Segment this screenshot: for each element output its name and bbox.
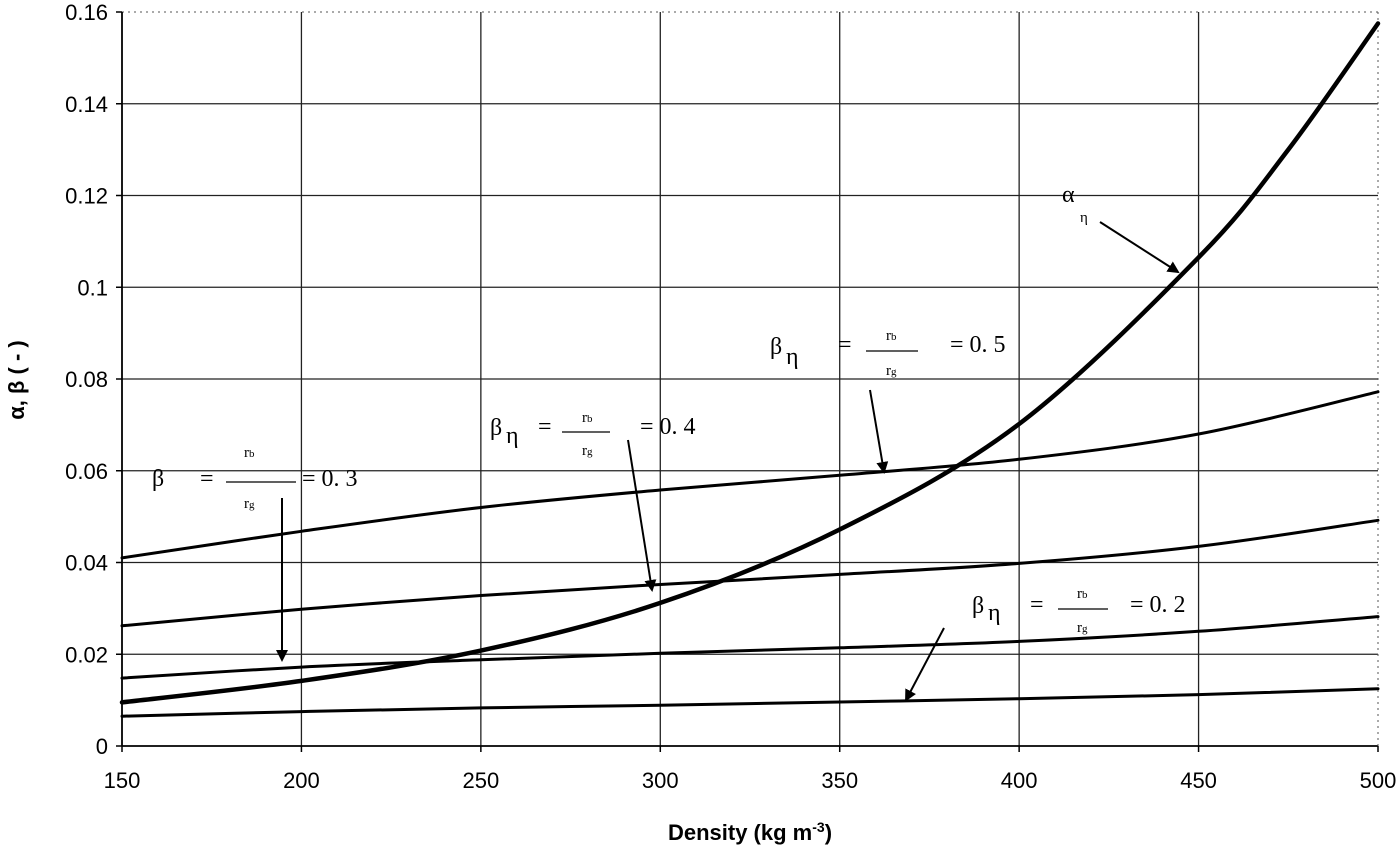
annotation-beta-04: β η = rb rg = 0. 4 <box>490 410 696 592</box>
annotation-beta-03-symbol: β <box>152 466 164 492</box>
annotation-beta-04-symbol: β <box>490 415 502 441</box>
annotation-beta-05-den-r: r <box>886 363 891 379</box>
annotation-beta-03-num-r: r <box>244 445 249 461</box>
annotation-beta-05-num: rb <box>886 328 897 344</box>
annotation-beta-02-value: = 0. 2 <box>1130 592 1186 618</box>
series-lines <box>119 21 1381 718</box>
x-axis-title-sup: -3 <box>812 819 825 835</box>
series-line-beta_0.4 <box>120 518 1380 628</box>
annotation-beta-04-num-r: r <box>582 410 587 426</box>
annotation-beta-02-subscript: η <box>988 600 1001 626</box>
series-line-beta_0.5 <box>120 390 1380 560</box>
x-tick-label-250: 250 <box>462 768 499 793</box>
axes <box>116 11 1379 752</box>
annotation-beta-02-eq: = <box>1030 592 1044 618</box>
annotation-beta-04-subscript: η <box>506 423 519 449</box>
annotation-beta-05-subscript: η <box>786 344 799 370</box>
x-axis-title: Density (kg m-3) <box>668 819 832 845</box>
x-tick-label-350: 350 <box>821 768 858 793</box>
tick-labels: 150 200 250 300 350 400 450 500 0 0.02 0.04 0.06 0.0… <box>65 0 1396 793</box>
annotation-beta-04-eq: = <box>538 414 552 440</box>
x-tick-label-300: 300 <box>642 768 679 793</box>
y-tick-label-0.02: 0.02 <box>65 642 108 667</box>
y-tick-label-0.12: 0.12 <box>65 184 108 209</box>
annotation-beta-02-arrow <box>905 627 945 702</box>
annotation-beta-03: β = rb rg = 0. 3 <box>152 445 358 662</box>
annotation-beta-02-den-r: r <box>1077 620 1082 636</box>
annotation-beta-03-num-sub: b <box>249 448 255 460</box>
annotation-alpha: α η <box>1062 182 1180 274</box>
annotation-beta-02-den: rg <box>1077 620 1088 636</box>
annotation-beta-04-num: rb <box>582 410 593 426</box>
annotation-alpha-symbol: α <box>1062 182 1075 208</box>
annotation-beta-05-symbol: β <box>770 334 782 360</box>
annotation-beta-04-num-sub: b <box>587 413 593 425</box>
annotation-beta-03-value: = 0. 3 <box>302 466 358 492</box>
annotation-beta-04-value: = 0. 4 <box>640 414 696 440</box>
y-tick-label-0.1: 0.1 <box>77 275 108 300</box>
annotation-beta-04-arrow <box>627 439 657 592</box>
series-line-alpha <box>119 21 1381 705</box>
annotation-beta-04-den-r: r <box>582 443 587 459</box>
gridlines <box>122 11 1378 746</box>
annotation-beta-05-num-sub: b <box>891 331 897 343</box>
annotation-alpha-arrow <box>1099 221 1180 274</box>
series-line-beta_0.2 <box>120 687 1380 718</box>
annotation-beta-05-arrow <box>869 389 889 474</box>
annotation-beta-02-den-sub: g <box>1082 623 1088 635</box>
annotation-beta-02-num-sub: b <box>1082 589 1088 601</box>
annotation-beta-05-den: rg <box>886 363 897 379</box>
annotation-beta-02-num: rb <box>1077 586 1088 602</box>
y-tick-label-0.16: 0.16 <box>65 0 108 25</box>
annotation-beta-05-value: = 0. 5 <box>950 332 1006 358</box>
annotation-beta-03-den: rg <box>244 496 255 512</box>
x-tick-label-150: 150 <box>104 768 141 793</box>
annotation-beta-02: β η = rb rg = 0. 2 <box>905 586 1186 702</box>
y-tick-label-0.04: 0.04 <box>65 551 108 576</box>
annotation-beta-03-eq: = <box>200 466 214 492</box>
y-tick-label-0.14: 0.14 <box>65 92 108 117</box>
annotation-beta-03-den-r: r <box>244 496 249 512</box>
x-tick-label-400: 400 <box>1001 768 1038 793</box>
x-axis-title-main: Density (kg m <box>668 820 812 845</box>
annotation-beta-02-symbol: β <box>972 593 984 619</box>
x-axis-title-end: ) <box>825 820 832 845</box>
annotation-beta-05-eq: = <box>838 332 852 358</box>
annotation-beta-03-num: rb <box>244 445 255 461</box>
y-tick-label-0.08: 0.08 <box>65 367 108 392</box>
annotation-beta-02-num-r: r <box>1077 586 1082 602</box>
annotation-beta-05: β η = rb rg = 0. 5 <box>770 328 1006 474</box>
x-tick-label-450: 450 <box>1180 768 1217 793</box>
series-line-beta_0.3 <box>120 615 1380 680</box>
y-tick-label-0: 0 <box>96 734 108 759</box>
x-tick-label-200: 200 <box>283 768 320 793</box>
annotation-beta-05-den-sub: g <box>891 366 897 378</box>
annotation-alpha-subscript: η <box>1080 210 1088 226</box>
y-axis-title: α, β ( - ) <box>4 340 29 420</box>
annotation-beta-05-num-r: r <box>886 328 891 344</box>
annotation-beta-04-den: rg <box>582 443 593 459</box>
y-tick-label-0.06: 0.06 <box>65 459 108 484</box>
x-tick-label-500: 500 <box>1360 768 1397 793</box>
annotation-beta-03-den-sub: g <box>249 499 255 511</box>
annotation-beta-04-den-sub: g <box>587 446 593 458</box>
